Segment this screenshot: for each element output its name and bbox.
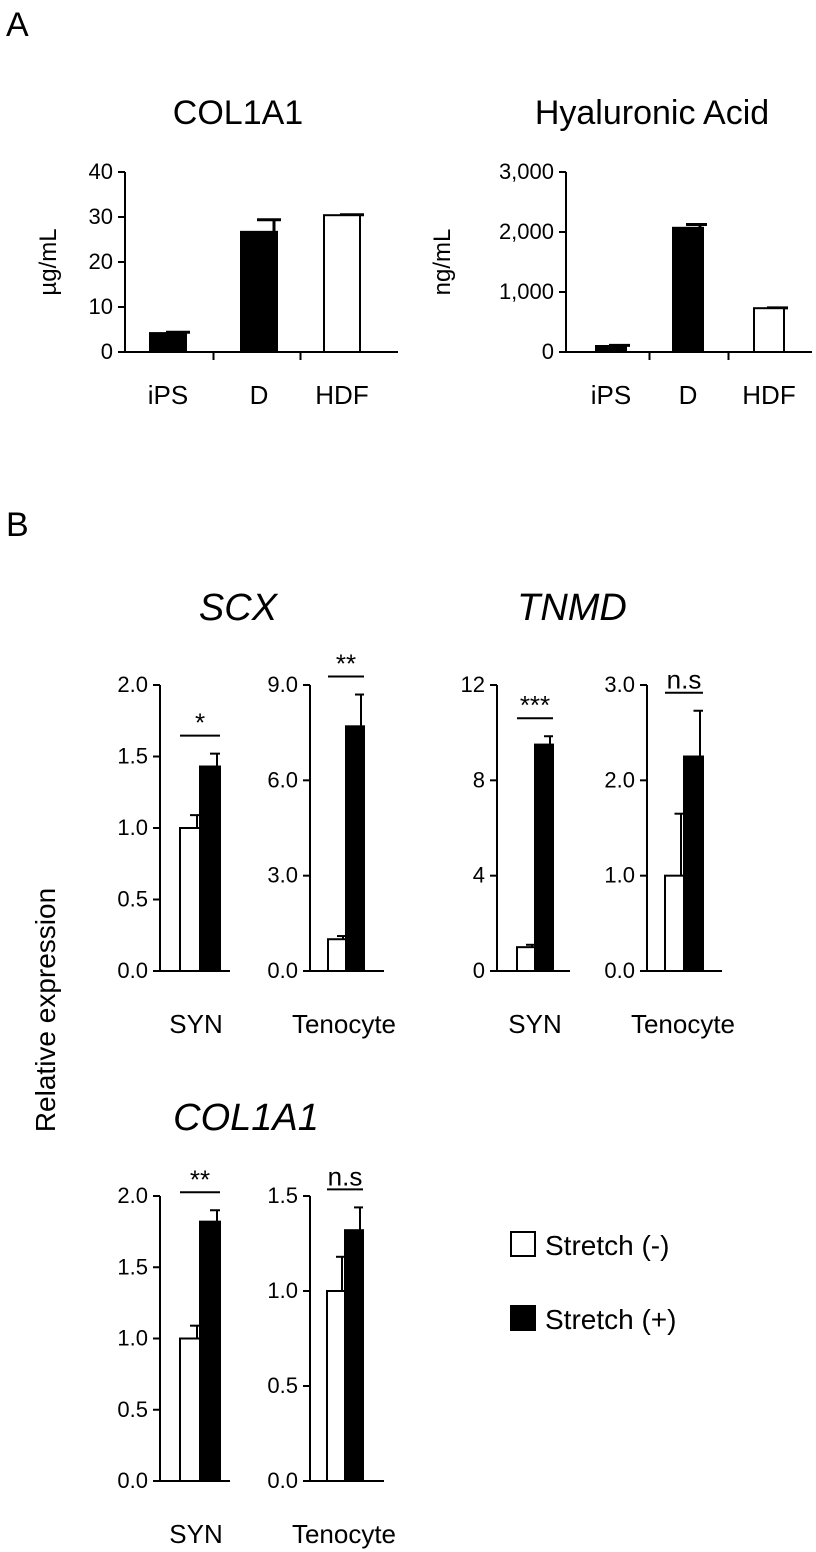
y-tick-label: 0.0 [117, 1468, 148, 1493]
category-label: D [250, 380, 269, 410]
significance-label: *** [520, 690, 550, 720]
bar-stretch-plus [345, 725, 365, 972]
bar-stretch-minus [327, 938, 347, 973]
y-tick-label: 3.0 [267, 863, 298, 888]
significance-label: * [195, 708, 205, 738]
chart-B6: 0.0 0.5 1.0 1.5 n.s Tenocyte [267, 1161, 396, 1549]
significance-label: n.s [667, 665, 702, 695]
y-tick-label: 12 [461, 672, 485, 697]
y-tick-label: 1.0 [117, 1326, 148, 1351]
y-tick-label: 6.0 [267, 767, 298, 792]
y-axis-label-ng-ml: ng/mL [429, 229, 456, 296]
y-tick-label: 40 [89, 159, 113, 184]
y-tick-label: 0 [542, 339, 554, 364]
y-tick-label: 3,000 [499, 159, 554, 184]
chart-B3: 0 4 8 12 *** SYN [461, 672, 570, 1039]
chart-title-col1a1-protein: COL1A1 [173, 94, 303, 132]
significance-label: n.s [328, 1161, 363, 1191]
y-axis-label-ug-ml: µg/mL [35, 228, 62, 295]
category-label-syn: SYN [169, 1519, 222, 1549]
chart-B5: 0.0 0.5 1.0 1.5 2.0 ** SYN [117, 1164, 230, 1549]
bar-stretch-plus [199, 1220, 221, 1483]
chart-B2: 0.0 3.0 6.0 9.0 ** Tenocyte [267, 649, 396, 1039]
y-tick-label: 0.0 [267, 1468, 298, 1493]
category-label: iPS [591, 380, 631, 410]
bar-hdf [323, 214, 361, 353]
bar-stretch-plus [683, 755, 704, 972]
category-label-syn: SYN [508, 1009, 561, 1039]
category-label-tenocyte: Tenocyte [292, 1009, 396, 1039]
chart-A2: 0 1,000 2,000 3,000 iPS D HDF [499, 159, 812, 410]
y-tick-label: 3.0 [604, 672, 635, 697]
y-tick-label: 2,000 [499, 219, 554, 244]
y-tick-label: 30 [89, 204, 113, 229]
bar-stretch-minus [179, 1337, 201, 1482]
gene-title-tnmd: TNMD [517, 587, 627, 629]
legend: Stretch (-) Stretch (+) [510, 1230, 676, 1335]
bar-stretch-minus [664, 874, 685, 973]
y-tick-label: 0.0 [604, 958, 635, 983]
bar-stretch-plus [534, 743, 554, 972]
y-tick-label: 0.0 [117, 958, 148, 983]
category-label-tenocyte: Tenocyte [631, 1009, 735, 1039]
bar-stretch-plus [199, 765, 221, 973]
category-label: D [679, 380, 698, 410]
y-tick-label: 2.0 [117, 672, 148, 697]
category-label-tenocyte: Tenocyte [292, 1519, 396, 1549]
y-tick-label: 1.5 [117, 1254, 148, 1279]
legend-label-stretch-plus: Stretch (+) [545, 1304, 676, 1335]
y-tick-label: 0.5 [117, 1397, 148, 1422]
bar-hdf [753, 307, 785, 354]
y-tick-label: 0 [101, 339, 113, 364]
y-tick-label: 2.0 [117, 1183, 148, 1208]
gene-title-col1a1: COL1A1 [173, 1097, 319, 1139]
panel-label-b: B [6, 506, 29, 544]
y-tick-label: 10 [89, 294, 113, 319]
gene-title-scx: SCX [199, 587, 279, 629]
significance-label: ** [190, 1164, 210, 1194]
y-tick-label: 1,000 [499, 279, 554, 304]
bar-ips [595, 345, 627, 353]
category-label: iPS [148, 380, 188, 410]
y-tick-label: 1.5 [117, 744, 148, 769]
bar-stretch-minus [179, 827, 201, 972]
bar-ips [149, 332, 187, 354]
category-label: HDF [315, 380, 368, 410]
significance-label: ** [336, 649, 356, 679]
bar-d [672, 226, 704, 353]
y-tick-label: 2.0 [604, 767, 635, 792]
y-tick-label: 1.5 [267, 1183, 298, 1208]
y-tick-label: 1.0 [604, 863, 635, 888]
legend-label-stretch-minus: Stretch (-) [545, 1230, 669, 1261]
y-tick-label: 1.0 [267, 1278, 298, 1303]
y-tick-label: 9.0 [267, 672, 298, 697]
y-tick-label: 1.0 [117, 815, 148, 840]
bar-stretch-minus [516, 946, 536, 973]
bar-stretch-minus [326, 1290, 346, 1482]
panel-label-a: A [6, 6, 29, 44]
y-tick-label: 8 [473, 767, 485, 792]
y-tick-label: 0.5 [267, 1373, 298, 1398]
y-tick-label: 0 [473, 958, 485, 983]
y-tick-label: 20 [89, 249, 113, 274]
legend-swatch-stretch-minus [510, 1231, 536, 1257]
chart-A1: 0 10 20 30 40 iPS D HDF [89, 159, 398, 410]
category-label-syn: SYN [169, 1009, 222, 1039]
bar-stretch-plus [344, 1229, 364, 1482]
y-tick-label: 4 [473, 863, 485, 888]
shared-y-axis-label: Relative expression [30, 888, 61, 1132]
y-tick-label: 0.0 [267, 958, 298, 983]
bar-d [240, 230, 278, 354]
y-tick-label: 0.5 [117, 887, 148, 912]
chart-B4: 0.0 1.0 2.0 3.0 n.s Tenocyte [604, 665, 735, 1039]
legend-swatch-stretch-plus [510, 1305, 536, 1331]
chart-B1: 0.0 0.5 1.0 1.5 2.0 * SYN [117, 672, 230, 1039]
category-label: HDF [742, 380, 795, 410]
chart-title-hyaluronic-acid: Hyaluronic Acid [535, 94, 769, 132]
